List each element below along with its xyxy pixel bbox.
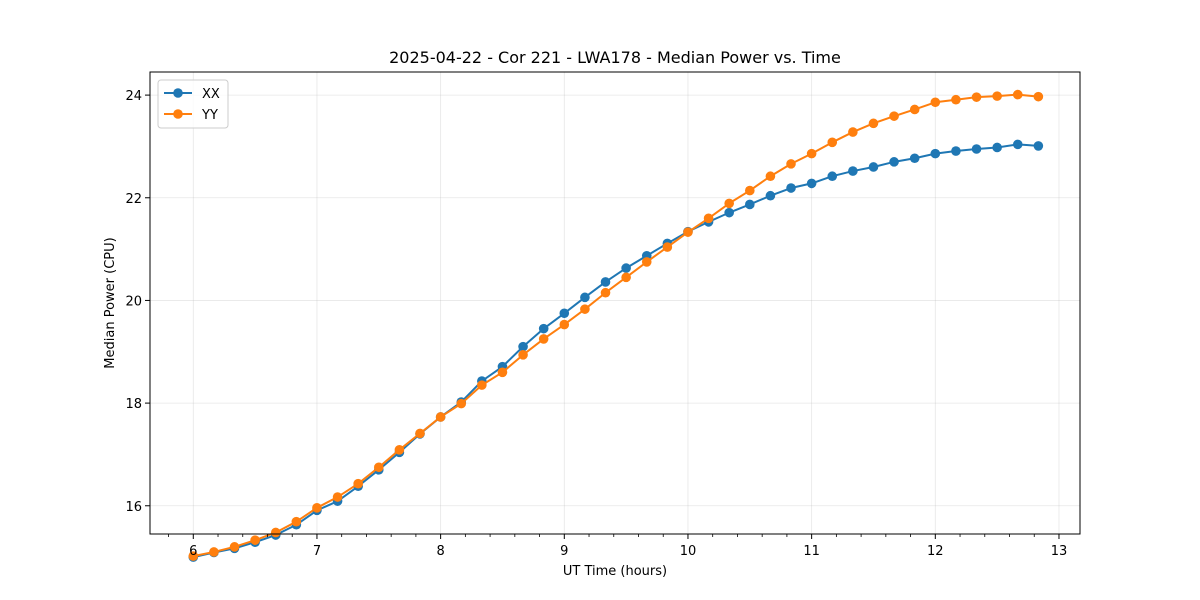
x-tick-label: 8 (436, 544, 444, 559)
data-point-xx (518, 341, 528, 352)
data-point-yy (786, 159, 796, 169)
data-point-xx (724, 207, 734, 218)
data-point-xx (971, 144, 982, 154)
data-point-yy (683, 227, 693, 237)
data-point-yy (703, 213, 714, 224)
x-tick-label: 9 (560, 544, 568, 559)
data-point-xx (786, 183, 796, 193)
data-point-xx (621, 263, 631, 273)
data-point-yy (477, 380, 487, 390)
data-point-yy (538, 334, 549, 344)
x-axis-label: UT Time (hours) (563, 564, 667, 579)
legend-marker-xx (173, 88, 183, 98)
legend-label-yy: YY (201, 108, 218, 123)
data-point-yy (1012, 89, 1023, 100)
legend: XX YY (157, 79, 229, 129)
y-tick-label: 20 (125, 294, 142, 309)
data-point-xx (559, 308, 570, 319)
data-point-xx (848, 166, 858, 176)
data-point-yy (621, 272, 631, 283)
data-point-xx (868, 162, 879, 172)
data-point-yy (909, 104, 920, 115)
y-tick-label: 24 (125, 89, 142, 104)
data-point-yy (373, 462, 384, 473)
data-point-yy (930, 97, 941, 108)
data-point-yy (868, 118, 879, 129)
grid-layer (150, 72, 1080, 534)
data-point-yy (353, 478, 363, 489)
plot-frame (149, 71, 1081, 535)
x-tick-label: 7 (313, 544, 321, 559)
x-tick-label: 6 (189, 544, 197, 559)
data-point-yy (435, 412, 446, 422)
x-tick-label: 12 (927, 544, 944, 559)
data-point-yy (745, 185, 755, 196)
data-point-yy (580, 304, 590, 314)
legend-label-xx: XX (202, 87, 220, 102)
data-point-yy (229, 542, 240, 552)
data-point-yy (456, 398, 467, 409)
data-point-xx (889, 157, 899, 167)
y-tick-label: 18 (125, 397, 142, 412)
legend-marker-yy (173, 109, 183, 119)
series-layer (188, 89, 1044, 562)
data-point-yy (806, 148, 817, 159)
data-point-yy (188, 551, 199, 561)
series-yy (188, 89, 1044, 561)
data-point-yy (951, 94, 961, 105)
axis-layer: 6 7 8 9 10 11 12 13 16 18 20 22 24 (125, 89, 1067, 559)
data-point-yy (1033, 91, 1044, 102)
data-point-xx (745, 199, 755, 210)
data-point-yy (662, 242, 673, 252)
data-point-xx (538, 323, 549, 334)
data-point-xx (1012, 139, 1023, 150)
data-point-yy (971, 92, 982, 102)
x-tick-label: 11 (803, 544, 820, 559)
data-point-xx (806, 178, 817, 189)
data-point-xx (992, 142, 1002, 153)
data-point-yy (559, 319, 570, 330)
data-point-xx (930, 148, 941, 159)
x-tick-label: 10 (680, 544, 697, 559)
y-tick-label: 22 (125, 192, 142, 207)
data-point-xx (580, 292, 590, 303)
data-point-xx (951, 146, 961, 156)
data-point-yy (641, 257, 652, 267)
data-point-yy (765, 171, 776, 182)
data-point-yy (209, 547, 219, 557)
data-point-xx (765, 190, 776, 201)
data-point-yy (600, 287, 611, 298)
y-axis-label: Median Power (CPU) (103, 237, 118, 368)
chart-title: 2025-04-22 - Cor 221 - LWA178 - Median P… (389, 48, 841, 67)
data-point-yy (394, 445, 405, 455)
data-point-yy (250, 535, 260, 545)
data-point-yy (291, 516, 302, 527)
data-point-yy (848, 127, 858, 137)
x-tick-label: 13 (1051, 544, 1068, 559)
data-point-xx (909, 153, 920, 164)
data-point-yy (497, 367, 508, 378)
data-point-yy (312, 503, 322, 513)
y-tick-label: 16 (125, 500, 142, 515)
data-point-yy (332, 492, 343, 502)
data-point-xx (1033, 141, 1044, 151)
data-point-xx (827, 171, 838, 182)
data-point-yy (270, 527, 281, 538)
data-point-yy (415, 428, 425, 439)
data-point-xx (600, 277, 611, 287)
data-point-yy (827, 137, 838, 148)
data-point-yy (518, 350, 528, 360)
data-point-yy (992, 91, 1002, 101)
data-point-yy (889, 111, 899, 121)
data-point-yy (724, 198, 734, 209)
